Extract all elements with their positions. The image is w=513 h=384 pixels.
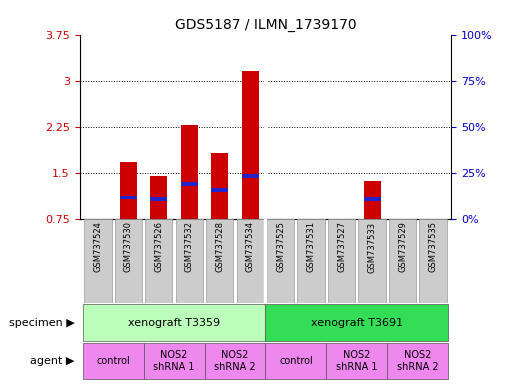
Text: specimen ▶: specimen ▶ <box>9 318 74 328</box>
FancyBboxPatch shape <box>145 219 172 303</box>
FancyBboxPatch shape <box>144 343 205 379</box>
Text: NOS2
shRNA 1: NOS2 shRNA 1 <box>336 350 378 372</box>
Text: GSM737532: GSM737532 <box>185 222 194 272</box>
Text: agent ▶: agent ▶ <box>30 356 74 366</box>
Bar <box>120 162 136 219</box>
Text: GSM737535: GSM737535 <box>429 222 438 272</box>
Bar <box>242 174 259 178</box>
FancyBboxPatch shape <box>84 219 111 303</box>
Text: GSM737529: GSM737529 <box>398 222 407 272</box>
FancyBboxPatch shape <box>328 219 356 303</box>
Bar <box>120 195 136 199</box>
FancyBboxPatch shape <box>206 219 233 303</box>
Bar <box>364 181 381 219</box>
FancyBboxPatch shape <box>267 219 294 303</box>
FancyBboxPatch shape <box>389 219 417 303</box>
Text: GSM737534: GSM737534 <box>246 222 255 272</box>
Text: xenograft T3359: xenograft T3359 <box>128 318 220 328</box>
Text: xenograft T3691: xenograft T3691 <box>311 318 403 328</box>
Text: GSM737524: GSM737524 <box>93 222 102 272</box>
Title: GDS5187 / ILMN_1739170: GDS5187 / ILMN_1739170 <box>174 18 357 32</box>
Text: GSM737527: GSM737527 <box>337 222 346 272</box>
Text: GSM737526: GSM737526 <box>154 222 163 272</box>
Bar <box>150 197 167 201</box>
FancyBboxPatch shape <box>175 219 203 303</box>
Text: control: control <box>279 356 313 366</box>
Text: NOS2
shRNA 1: NOS2 shRNA 1 <box>153 350 195 372</box>
Text: GSM737531: GSM737531 <box>307 222 315 272</box>
FancyBboxPatch shape <box>236 219 264 303</box>
Bar <box>211 153 228 219</box>
Text: GSM737530: GSM737530 <box>124 222 133 272</box>
Text: NOS2
shRNA 2: NOS2 shRNA 2 <box>214 350 256 372</box>
Bar <box>242 71 259 219</box>
FancyBboxPatch shape <box>83 304 266 341</box>
Text: GSM737525: GSM737525 <box>276 222 285 272</box>
Bar <box>181 126 198 219</box>
FancyBboxPatch shape <box>205 343 266 379</box>
Bar <box>150 176 167 219</box>
FancyBboxPatch shape <box>298 219 325 303</box>
FancyBboxPatch shape <box>83 343 144 379</box>
FancyBboxPatch shape <box>387 343 448 379</box>
Text: control: control <box>96 356 130 366</box>
Bar <box>211 188 228 192</box>
Text: GSM737528: GSM737528 <box>215 222 224 272</box>
Text: NOS2
shRNA 2: NOS2 shRNA 2 <box>397 350 439 372</box>
FancyBboxPatch shape <box>326 343 387 379</box>
FancyBboxPatch shape <box>266 343 326 379</box>
FancyBboxPatch shape <box>420 219 447 303</box>
FancyBboxPatch shape <box>114 219 142 303</box>
Bar <box>181 182 198 186</box>
Text: GSM737533: GSM737533 <box>368 222 377 273</box>
FancyBboxPatch shape <box>359 219 386 303</box>
FancyBboxPatch shape <box>266 304 448 341</box>
Bar <box>364 197 381 201</box>
